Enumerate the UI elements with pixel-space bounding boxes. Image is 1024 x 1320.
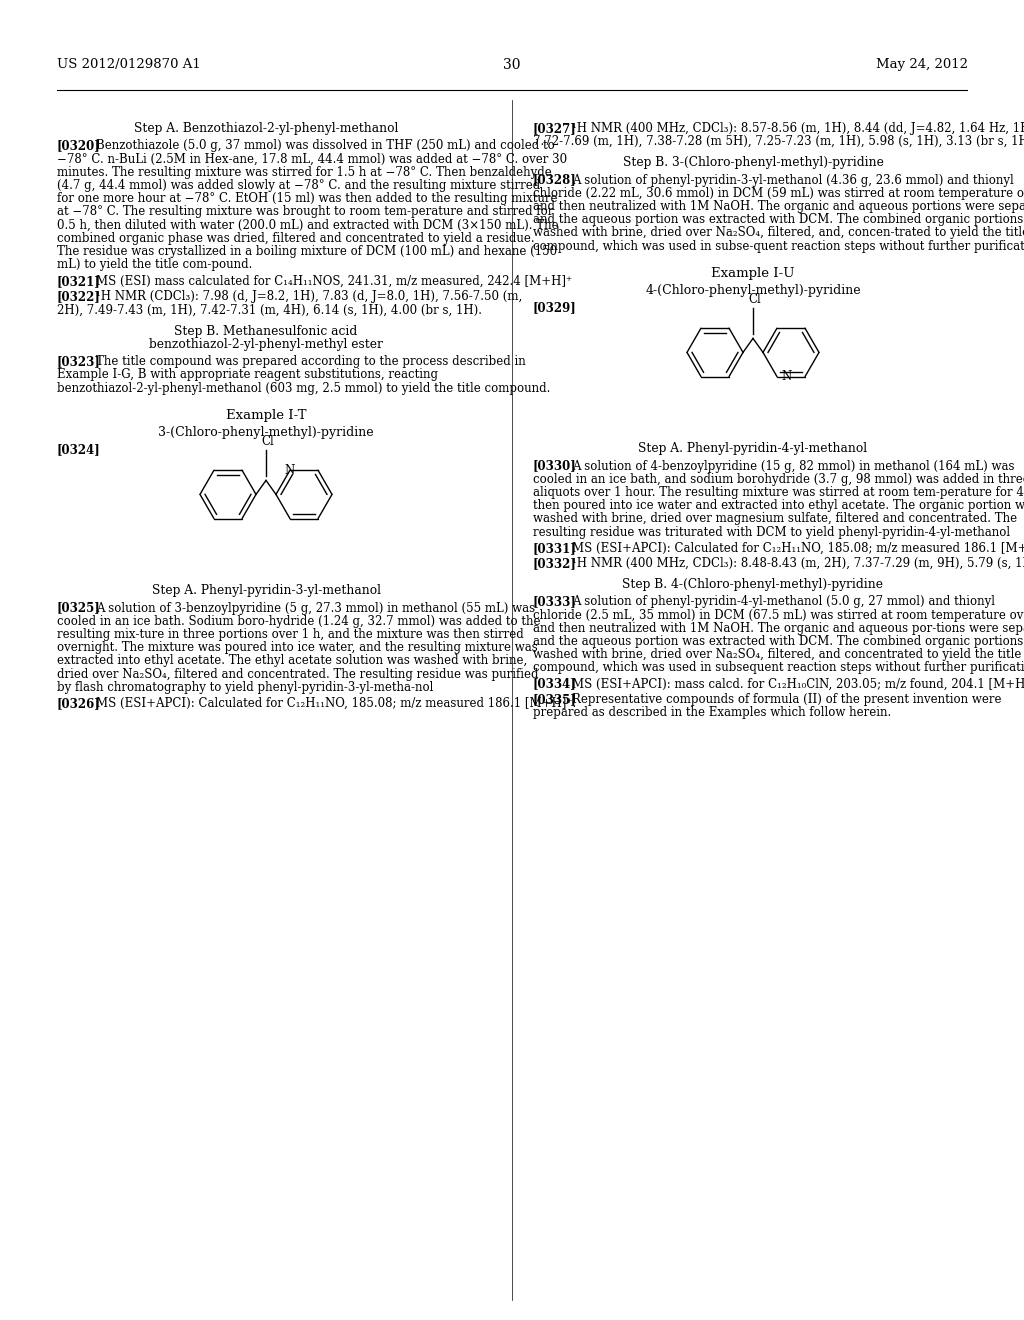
- Text: chloride (2.22 mL, 30.6 mmol) in DCM (59 mL) was stirred at room temperature ove: chloride (2.22 mL, 30.6 mmol) in DCM (59…: [534, 187, 1024, 199]
- Text: 4-(Chloro-phenyl-methyl)-pyridine: 4-(Chloro-phenyl-methyl)-pyridine: [645, 284, 861, 297]
- Text: Step A. Phenyl-pyridin-4-yl-methanol: Step A. Phenyl-pyridin-4-yl-methanol: [638, 442, 867, 455]
- Text: Example I-G, B with appropriate reagent substitutions, reacting: Example I-G, B with appropriate reagent …: [57, 368, 438, 381]
- Text: [0320]: [0320]: [57, 139, 100, 152]
- Text: Step A. Phenyl-pyridin-3-yl-methanol: Step A. Phenyl-pyridin-3-yl-methanol: [152, 585, 381, 598]
- Text: [0321]: [0321]: [57, 275, 100, 288]
- Text: compound, which was used in subse‐quent reaction steps without further purificat: compound, which was used in subse‐quent …: [534, 240, 1024, 252]
- Text: MS (ESI) mass calculated for C₁₄H₁₁NOS, 241.31, m/z measured, 242.4 [M+H]⁺: MS (ESI) mass calculated for C₁₄H₁₁NOS, …: [96, 275, 572, 288]
- Text: compound, which was used in subsequent reaction steps without further purificati: compound, which was used in subsequent r…: [534, 661, 1024, 675]
- Text: Step B. Methanesulfonic acid: Step B. Methanesulfonic acid: [174, 325, 357, 338]
- Text: aliquots over 1 hour. The resulting mixture was stirred at room tem‐perature for: aliquots over 1 hour. The resulting mixt…: [534, 486, 1024, 499]
- Text: by flash chromatography to yield phenyl-pyridin-3-yl-metha‐nol: by flash chromatography to yield phenyl-…: [57, 681, 433, 694]
- Text: washed with brine, dried over Na₂SO₄, filtered, and concentrated to yield the ti: washed with brine, dried over Na₂SO₄, fi…: [534, 648, 1021, 661]
- Text: N: N: [285, 463, 295, 477]
- Text: washed with brine, dried over magnesium sulfate, filtered and concentrated. The: washed with brine, dried over magnesium …: [534, 512, 1017, 525]
- Text: dried over Na₂SO₄, filtered and concentrated. The resulting residue was purified: dried over Na₂SO₄, filtered and concentr…: [57, 668, 539, 681]
- Text: Cl: Cl: [261, 436, 274, 449]
- Text: chloride (2.5 mL, 35 mmol) in DCM (67.5 mL) was stirred at room temperature over: chloride (2.5 mL, 35 mmol) in DCM (67.5 …: [534, 609, 1024, 622]
- Text: cooled in an ice bath. Sodium boro‐hydride (1.24 g, 32.7 mmol) was added to the: cooled in an ice bath. Sodium boro‐hydri…: [57, 615, 541, 628]
- Text: Representative compounds of formula (II) of the present invention were: Representative compounds of formula (II)…: [572, 693, 1001, 706]
- Text: washed with brine, dried over Na₂SO₄, filtered, and, concen‐trated to yield the : washed with brine, dried over Na₂SO₄, fi…: [534, 227, 1024, 239]
- Text: MS (ESI+APCI): Calculated for C₁₂H₁₁NO, 185.08; m/z measured 186.1 [M+H]⁺.: MS (ESI+APCI): Calculated for C₁₂H₁₁NO, …: [96, 697, 577, 710]
- Text: −78° C. n-BuLi (2.5M in Hex‐ane, 17.8 mL, 44.4 mmol) was added at −78° C. over 3: −78° C. n-BuLi (2.5M in Hex‐ane, 17.8 mL…: [57, 152, 567, 165]
- Text: [0323]: [0323]: [57, 355, 101, 368]
- Text: 30: 30: [503, 58, 521, 73]
- Text: minutes. The resulting mixture was stirred for 1.5 h at −78° C. Then benzaldehyd: minutes. The resulting mixture was stirr…: [57, 165, 552, 178]
- Text: A solution of phenyl-pyridin-3-yl-methanol (4.36 g, 23.6 mmol) and thionyl: A solution of phenyl-pyridin-3-yl-methan…: [572, 174, 1014, 186]
- Text: [0324]: [0324]: [57, 444, 100, 457]
- Text: mL) to yield the title com‐pound.: mL) to yield the title com‐pound.: [57, 257, 252, 271]
- Text: and the aqueous portion was extracted with DCM. The combined organic portions we: and the aqueous portion was extracted wi…: [534, 214, 1024, 226]
- Text: ¹H NMR (400 MHz, CDCl₃): 8.48-8.43 (m, 2H), 7.37-7.29 (m, 9H), 5.79 (s, 1H).: ¹H NMR (400 MHz, CDCl₃): 8.48-8.43 (m, 2…: [572, 557, 1024, 570]
- Text: benzothiazol-2-yl-phenyl-methanol (603 mg, 2.5 mmol) to yield the title compound: benzothiazol-2-yl-phenyl-methanol (603 m…: [57, 381, 550, 395]
- Text: May 24, 2012: May 24, 2012: [876, 58, 968, 71]
- Text: cooled in an ice bath, and sodium borohydride (3.7 g, 98 mmol) was added in thre: cooled in an ice bath, and sodium borohy…: [534, 473, 1024, 486]
- Text: [0326]: [0326]: [57, 697, 100, 710]
- Text: overnight. The mixture was poured into ice water, and the resulting mixture was: overnight. The mixture was poured into i…: [57, 642, 538, 655]
- Text: and the aqueous portion was extracted with DCM. The combined organic portions we: and the aqueous portion was extracted wi…: [534, 635, 1024, 648]
- Text: N: N: [781, 370, 792, 383]
- Text: and then neutralized with 1M NaOH. The organic and aqueous portions were separat: and then neutralized with 1M NaOH. The o…: [534, 201, 1024, 213]
- Text: combined organic phase was dried, filtered and concentrated to yield a residue.: combined organic phase was dried, filter…: [57, 231, 535, 244]
- Text: [0335]: [0335]: [534, 693, 577, 706]
- Text: A solution of 3-benzoylpyridine (5 g, 27.3 mmol) in methanol (55 mL) was: A solution of 3-benzoylpyridine (5 g, 27…: [96, 602, 536, 615]
- Text: resulting residue was triturated with DCM to yield phenyl‐pyridin-4-yl-methanol: resulting residue was triturated with DC…: [534, 525, 1010, 539]
- Text: at −78° C. The resulting mixture was brought to room tem‐perature and stirred fo: at −78° C. The resulting mixture was bro…: [57, 205, 553, 218]
- Text: Step B. 3-(Chloro-phenyl-methyl)-pyridine: Step B. 3-(Chloro-phenyl-methyl)-pyridin…: [623, 156, 884, 169]
- Text: ¹H NMR (CDCl₃): 7.98 (d, J=8.2, 1H), 7.83 (d, J=8.0, 1H), 7.56-7.50 (m,: ¹H NMR (CDCl₃): 7.98 (d, J=8.2, 1H), 7.8…: [96, 290, 522, 304]
- Text: [0325]: [0325]: [57, 602, 100, 615]
- Text: benzothiazol-2-yl-phenyl-methyl ester: benzothiazol-2-yl-phenyl-methyl ester: [150, 338, 383, 351]
- Text: ¹H NMR (400 MHz, CDCl₃): 8.57-8.56 (m, 1H), 8.44 (dd, J=4.82, 1.64 Hz, 1H),: ¹H NMR (400 MHz, CDCl₃): 8.57-8.56 (m, 1…: [572, 121, 1024, 135]
- Text: [0329]: [0329]: [534, 301, 577, 314]
- Text: [0332]: [0332]: [534, 557, 577, 570]
- Text: [0331]: [0331]: [534, 541, 577, 554]
- Text: [0330]: [0330]: [534, 459, 577, 473]
- Text: [0322]: [0322]: [57, 290, 101, 304]
- Text: Benzothiazole (5.0 g, 37 mmol) was dissolved in THF (250 mL) and cooled to: Benzothiazole (5.0 g, 37 mmol) was disso…: [96, 139, 555, 152]
- Text: resulting mix‐ture in three portions over 1 h, and the mixture was then stirred: resulting mix‐ture in three portions ove…: [57, 628, 523, 642]
- Text: MS (ESI+APCI): mass calcd. for C₁₂H₁₀ClN, 203.05; m/z found, 204.1 [M+H]⁺.: MS (ESI+APCI): mass calcd. for C₁₂H₁₀ClN…: [572, 677, 1024, 690]
- Text: then poured into ice water and extracted into ethyl acetate. The organic portion: then poured into ice water and extracted…: [534, 499, 1024, 512]
- Text: [0328]: [0328]: [534, 174, 577, 186]
- Text: A solution of 4-benzoylpyridine (15 g, 82 mmol) in methanol (164 mL) was: A solution of 4-benzoylpyridine (15 g, 8…: [572, 459, 1015, 473]
- Text: US 2012/0129870 A1: US 2012/0129870 A1: [57, 58, 201, 71]
- Text: [0333]: [0333]: [534, 595, 577, 609]
- Text: (4.7 g, 44.4 mmol) was added slowly at −78° C. and the resulting mixture stirred: (4.7 g, 44.4 mmol) was added slowly at −…: [57, 178, 541, 191]
- Text: Example I-T: Example I-T: [225, 409, 306, 422]
- Text: [0334]: [0334]: [534, 677, 577, 690]
- Text: [0327]: [0327]: [534, 121, 577, 135]
- Text: Example I-U: Example I-U: [712, 267, 795, 280]
- Text: 3-(Chloro-phenyl-methyl)-pyridine: 3-(Chloro-phenyl-methyl)-pyridine: [158, 426, 374, 440]
- Text: The residue was crystallized in a boiling mixture of DCM (100 mL) and hexane (15: The residue was crystallized in a boilin…: [57, 244, 557, 257]
- Text: and then neutralized with 1M NaOH. The organic and aqueous por‐tions were separa: and then neutralized with 1M NaOH. The o…: [534, 622, 1024, 635]
- Text: for one more hour at −78° C. EtOH (15 ml) was then added to the resulting mixtur: for one more hour at −78° C. EtOH (15 ml…: [57, 191, 557, 205]
- Text: 0.5 h, then diluted with water (200.0 mL) and extracted with DCM (3×150 mL). The: 0.5 h, then diluted with water (200.0 mL…: [57, 218, 559, 231]
- Text: MS (ESI+APCI): Calculated for C₁₂H₁₁NO, 185.08; m/z measured 186.1 [M+H]⁺.: MS (ESI+APCI): Calculated for C₁₂H₁₁NO, …: [572, 541, 1024, 554]
- Text: Step B. 4-(Chloro-phenyl-methyl)-pyridine: Step B. 4-(Chloro-phenyl-methyl)-pyridin…: [623, 578, 884, 591]
- Text: Step A. Benzothiazol-2-yl-phenyl-methanol: Step A. Benzothiazol-2-yl-phenyl-methano…: [134, 121, 398, 135]
- Text: extracted into ethyl acetate. The ethyl acetate solution was washed with brine,: extracted into ethyl acetate. The ethyl …: [57, 655, 527, 668]
- Text: prepared as described in the Examples which follow herein.: prepared as described in the Examples wh…: [534, 706, 891, 719]
- Text: 2H), 7.49-7.43 (m, 1H), 7.42-7.31 (m, 4H), 6.14 (s, 1H), 4.00 (br s, 1H).: 2H), 7.49-7.43 (m, 1H), 7.42-7.31 (m, 4H…: [57, 304, 482, 317]
- Text: The title compound was prepared according to the process described in: The title compound was prepared accordin…: [96, 355, 525, 368]
- Text: 7.72-7.69 (m, 1H), 7.38-7.28 (m 5H), 7.25-7.23 (m, 1H), 5.98 (s, 1H), 3.13 (br s: 7.72-7.69 (m, 1H), 7.38-7.28 (m 5H), 7.2…: [534, 135, 1024, 148]
- Text: Cl: Cl: [749, 293, 762, 306]
- Text: A solution of phenyl-pyridin-4-yl-methanol (5.0 g, 27 mmol) and thionyl: A solution of phenyl-pyridin-4-yl-methan…: [572, 595, 995, 609]
